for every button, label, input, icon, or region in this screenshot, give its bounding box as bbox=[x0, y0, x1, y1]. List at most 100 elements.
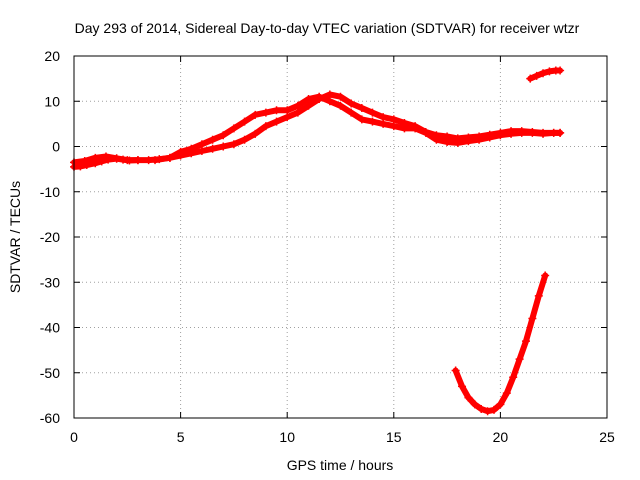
data-point bbox=[496, 131, 505, 140]
data-point bbox=[240, 117, 249, 126]
data-point bbox=[490, 405, 499, 414]
data-point bbox=[443, 137, 452, 146]
data-point bbox=[464, 137, 473, 146]
data-point bbox=[347, 99, 356, 108]
data-point bbox=[502, 389, 511, 398]
data-point bbox=[197, 140, 206, 149]
series-line-band-a bbox=[71, 91, 564, 166]
data-point bbox=[325, 97, 334, 106]
data-point bbox=[125, 156, 134, 165]
data-point bbox=[477, 404, 486, 413]
data-point bbox=[541, 271, 550, 280]
data-point bbox=[400, 124, 409, 133]
data-point bbox=[532, 71, 541, 80]
data-point bbox=[272, 106, 281, 115]
data-point bbox=[534, 291, 543, 300]
data-point bbox=[526, 74, 535, 83]
x-tick-label: 20 bbox=[493, 429, 509, 445]
data-point bbox=[283, 106, 292, 115]
grid bbox=[74, 56, 607, 418]
data-point bbox=[389, 122, 398, 131]
data-point bbox=[368, 117, 377, 126]
data-point bbox=[104, 155, 113, 164]
x-tick-label: 0 bbox=[70, 429, 78, 445]
data-point bbox=[528, 314, 537, 323]
y-ticks: -60 -50 -40 -30 -20 -10 0 10 20 bbox=[40, 48, 607, 426]
data-point bbox=[293, 101, 302, 110]
data-point bbox=[240, 135, 249, 144]
data-point bbox=[176, 147, 185, 156]
x-tick-label: 25 bbox=[599, 429, 615, 445]
data-point bbox=[165, 153, 174, 162]
data-point bbox=[219, 131, 228, 140]
plot-frame bbox=[73, 55, 608, 419]
data-point bbox=[293, 108, 302, 117]
data-point bbox=[509, 373, 518, 382]
data-point bbox=[251, 129, 260, 138]
y-tick-label: -20 bbox=[40, 229, 60, 245]
data-point bbox=[272, 117, 281, 126]
data-point bbox=[197, 147, 206, 156]
data-point bbox=[556, 128, 565, 137]
data-point bbox=[496, 400, 505, 409]
data-point bbox=[208, 144, 217, 153]
series-line-dip-segment bbox=[452, 272, 549, 415]
data-point bbox=[411, 124, 420, 133]
series-group bbox=[70, 66, 565, 416]
data-point bbox=[133, 156, 142, 165]
x-tick-label: 10 bbox=[279, 429, 295, 445]
data-point bbox=[453, 138, 462, 147]
data-point bbox=[315, 92, 324, 101]
y-tick-label: -40 bbox=[40, 320, 60, 336]
x-ticks: 0 5 10 15 20 25 bbox=[70, 56, 615, 445]
data-point bbox=[485, 133, 494, 142]
data-point bbox=[251, 110, 260, 119]
data-point bbox=[539, 69, 548, 78]
data-point bbox=[304, 101, 313, 110]
data-point bbox=[82, 161, 91, 170]
data-point bbox=[347, 108, 356, 117]
data-point bbox=[458, 382, 467, 391]
data-point bbox=[91, 159, 100, 168]
data-point bbox=[379, 119, 388, 128]
data-point bbox=[76, 162, 85, 171]
data-point bbox=[357, 115, 366, 124]
data-point bbox=[325, 90, 334, 99]
y-tick-label: 0 bbox=[52, 139, 60, 155]
data-point bbox=[219, 142, 228, 151]
data-point bbox=[515, 355, 524, 364]
data-point bbox=[421, 128, 430, 137]
data-point bbox=[336, 101, 345, 110]
x-axis-label: GPS time / hours bbox=[287, 457, 394, 473]
data-point bbox=[475, 135, 484, 144]
data-point bbox=[229, 140, 238, 149]
chart-title: Day 293 of 2014, Sidereal Day-to-day VTE… bbox=[75, 20, 580, 36]
y-tick-label: -10 bbox=[40, 184, 60, 200]
y-tick-label: -60 bbox=[40, 410, 60, 426]
x-tick-label: 5 bbox=[177, 429, 185, 445]
data-point bbox=[556, 66, 565, 75]
data-point bbox=[521, 337, 530, 346]
data-point bbox=[97, 157, 106, 166]
data-point bbox=[464, 393, 473, 402]
data-point bbox=[261, 108, 270, 117]
y-tick-label: 20 bbox=[44, 48, 60, 64]
data-point bbox=[151, 156, 160, 165]
data-point bbox=[283, 113, 292, 122]
data-point bbox=[336, 92, 345, 101]
data-point bbox=[517, 128, 526, 137]
data-point bbox=[528, 128, 537, 137]
y-axis-label: SDTVAR / TECUs bbox=[7, 181, 23, 293]
data-point bbox=[368, 108, 377, 117]
data-point bbox=[119, 155, 128, 164]
data-point bbox=[304, 94, 313, 103]
data-point bbox=[187, 144, 196, 153]
data-point bbox=[229, 124, 238, 133]
data-point bbox=[483, 407, 492, 416]
data-point bbox=[507, 129, 516, 138]
data-point bbox=[539, 129, 548, 138]
data-point bbox=[451, 366, 460, 375]
data-point bbox=[112, 154, 121, 163]
data-point bbox=[470, 400, 479, 409]
data-point bbox=[379, 113, 388, 122]
